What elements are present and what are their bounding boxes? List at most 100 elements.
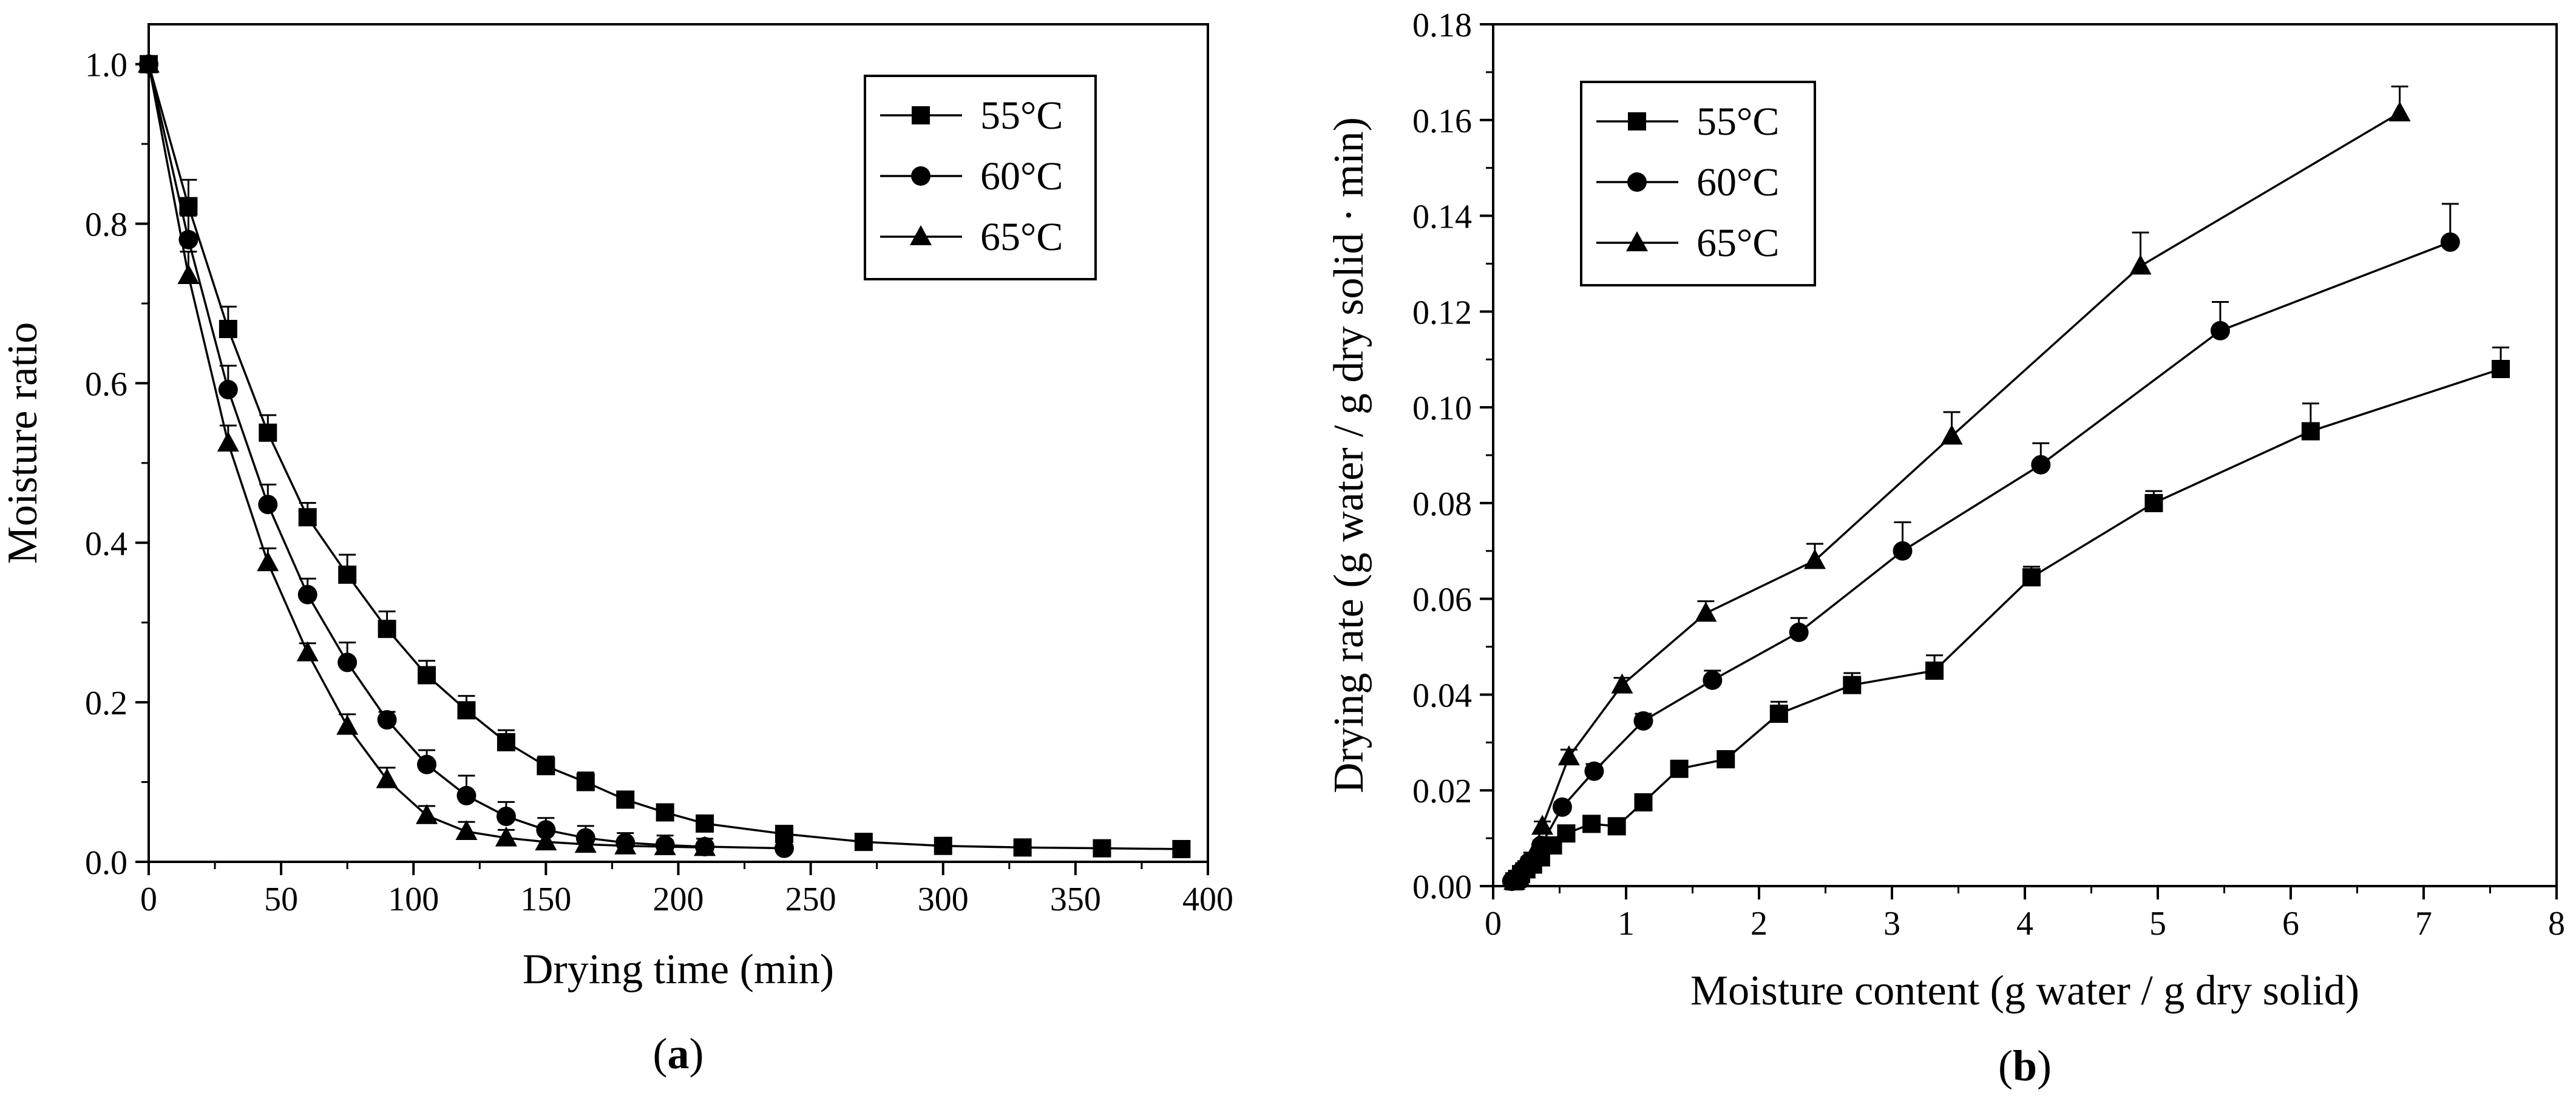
data-point xyxy=(257,551,279,572)
data-point xyxy=(2440,232,2460,252)
data-point xyxy=(1717,750,1735,768)
data-point xyxy=(416,804,438,824)
y-tick-label: 0.4 xyxy=(85,525,127,563)
data-point xyxy=(1172,839,1191,858)
legend-label: 55°C xyxy=(1696,100,1779,144)
series-square xyxy=(140,55,1191,858)
panel-b-drying-rate-chart: 0 1 2 3 4 5 6 7 8 0.00 0.02 0.04 0.06 0.08 0.10 0.12 0.1… xyxy=(1326,7,2565,1090)
legend-marker xyxy=(1627,172,1647,192)
data-point xyxy=(696,814,714,833)
legend: 55°C 60°C 65°C xyxy=(864,75,1097,280)
data-point xyxy=(1531,835,1551,855)
y-tick-label: 0.18 xyxy=(1412,7,1472,44)
data-point xyxy=(1557,745,1580,765)
data-point xyxy=(2144,493,2163,512)
legend-marker xyxy=(912,106,930,124)
panel-label: (a) xyxy=(653,1029,704,1078)
legend-label: 60°C xyxy=(980,154,1063,198)
x-tick-label: 5 xyxy=(2149,905,2166,943)
data-point xyxy=(1582,814,1601,833)
data-point xyxy=(497,733,515,751)
legend-marker xyxy=(911,166,930,186)
data-point xyxy=(495,826,517,847)
legend-label: 55°C xyxy=(980,93,1063,138)
y-tick-label: 0.02 xyxy=(1412,773,1472,810)
x-axis-title: Moisture content (g water / g dry solid) xyxy=(1690,967,2359,1014)
y-tick-label: 0.00 xyxy=(1412,869,1472,906)
data-point xyxy=(774,838,794,858)
data-point xyxy=(1633,711,1653,731)
data-point xyxy=(1013,838,1032,857)
data-point xyxy=(614,834,637,855)
data-point xyxy=(296,641,319,662)
y-tick-label: 0.08 xyxy=(1412,486,1472,523)
y-tick-label: 1.0 xyxy=(85,47,127,84)
data-point xyxy=(654,835,676,856)
x-tick-label: 7 xyxy=(2415,905,2432,943)
y-tick-label: 0.04 xyxy=(1412,677,1472,714)
data-point xyxy=(934,836,952,855)
data-point xyxy=(297,584,317,604)
data-point xyxy=(656,803,674,822)
legend-label: 60°C xyxy=(1696,160,1779,205)
series-circle xyxy=(1502,203,2460,892)
data-point xyxy=(1611,673,1633,694)
data-point xyxy=(694,836,716,856)
series-triangle xyxy=(1503,86,2411,890)
data-point xyxy=(616,790,635,809)
data-point xyxy=(2031,455,2051,475)
data-point xyxy=(378,620,396,638)
x-tick-label: 200 xyxy=(653,881,704,918)
data-point xyxy=(418,666,436,685)
data-point xyxy=(417,754,437,774)
data-point xyxy=(1893,541,1913,561)
legend-marker xyxy=(1626,231,1648,251)
x-tick-label: 250 xyxy=(785,881,836,918)
x-tick-label: 6 xyxy=(2282,905,2299,943)
data-point xyxy=(1634,793,1653,811)
data-point xyxy=(2492,360,2510,378)
data-point xyxy=(1531,814,1554,835)
legend: 55°C 60°C 65°C xyxy=(1580,81,1816,286)
data-point xyxy=(376,768,398,788)
data-point xyxy=(336,714,359,735)
data-point xyxy=(1925,662,1944,680)
y-tick-label: 0.6 xyxy=(85,365,127,403)
y-tick-label: 0.06 xyxy=(1412,581,1472,619)
data-point xyxy=(2210,320,2230,340)
y-tick-label: 0.10 xyxy=(1412,390,1472,427)
data-point xyxy=(574,833,597,853)
y-tick-label: 0.8 xyxy=(85,206,127,244)
data-point xyxy=(1789,622,1809,642)
data-point xyxy=(217,432,239,452)
data-point xyxy=(455,820,478,841)
y-axis-title: Moisture ratio xyxy=(0,322,46,564)
data-point xyxy=(1552,797,1572,817)
data-point xyxy=(298,508,317,527)
series-line xyxy=(1511,241,2451,882)
legend-label: 65°C xyxy=(1696,221,1779,265)
data-point xyxy=(1703,670,1723,690)
data-point xyxy=(259,423,277,442)
data-point xyxy=(338,565,357,584)
legend-box xyxy=(864,75,1097,280)
x-tick-label: 350 xyxy=(1050,881,1101,918)
x-tick-label: 1 xyxy=(1618,905,1635,943)
x-tick-label: 8 xyxy=(2548,905,2565,943)
data-point xyxy=(1695,601,1717,622)
data-point xyxy=(2129,254,2152,275)
x-tick-label: 0 xyxy=(1485,905,1502,943)
data-point xyxy=(1093,839,1111,858)
data-point xyxy=(535,830,557,851)
data-point xyxy=(1803,549,1826,569)
data-point xyxy=(1940,424,1963,445)
x-tick-label: 4 xyxy=(2016,905,2033,943)
data-point xyxy=(138,52,160,73)
legend-marker xyxy=(910,225,932,245)
data-point xyxy=(219,320,237,339)
y-tick-label: 0.0 xyxy=(85,844,127,882)
data-point xyxy=(1843,676,1862,694)
data-point xyxy=(2388,101,2411,121)
x-tick-label: 0 xyxy=(140,881,157,918)
